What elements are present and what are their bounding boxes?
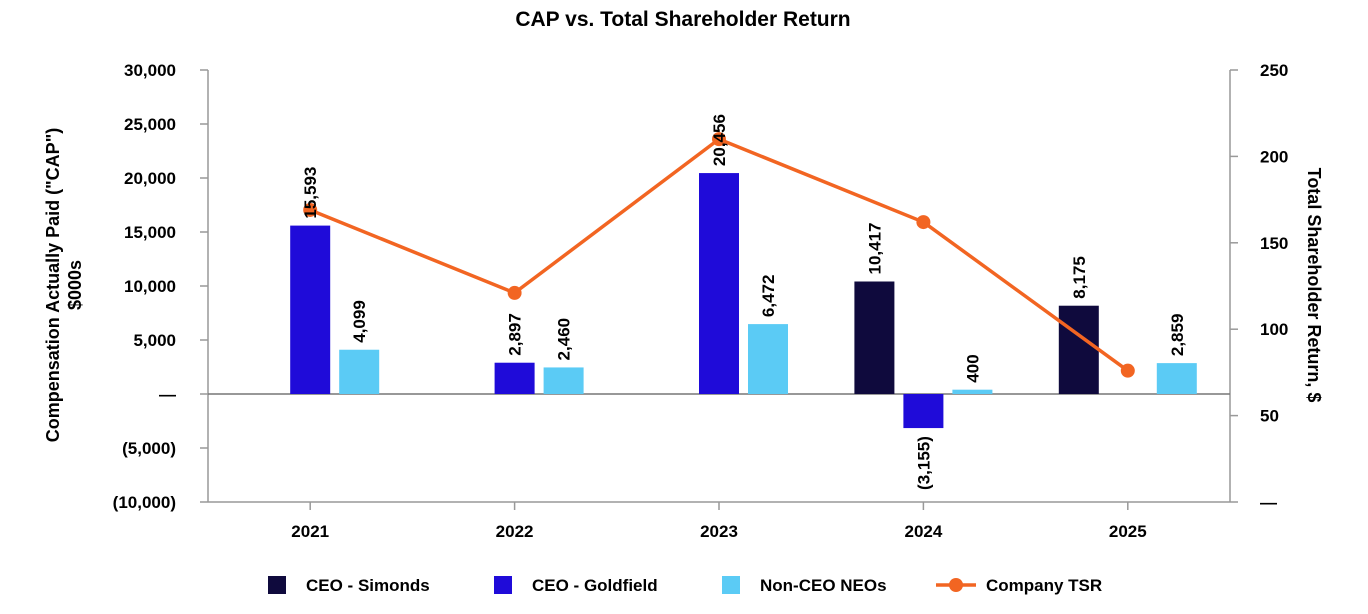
- legend-swatch-non-ceo-neos: [722, 576, 740, 594]
- tsr-point-2022: [507, 285, 522, 300]
- bar-non-ceo-neos-2024: [952, 389, 993, 394]
- y-tick-label: —: [159, 385, 176, 404]
- data-label-non-ceo-neos-2023: 6,472: [759, 275, 778, 318]
- bars: [290, 173, 1197, 429]
- bar-ceo-goldfield-2021: [290, 225, 331, 394]
- legend-label-company-tsr: Company TSR: [986, 576, 1102, 595]
- axes: (10,000) (5,000) — 5,000 10,000 15,000 20,000 2…: [113, 61, 1289, 541]
- y-tick-label: 20,000: [124, 169, 176, 188]
- y2-tick-label: 150: [1260, 234, 1288, 253]
- bar-ceo-simonds-2024: [854, 281, 895, 394]
- bar-non-ceo-neos-2023: [748, 324, 788, 394]
- legend-label-ceo-simonds: CEO - Simonds: [306, 576, 430, 595]
- tsr-point-2021: [303, 202, 318, 217]
- data-label-ceo-goldfield-2023: 20,456: [710, 114, 729, 166]
- data-label-non-ceo-neos-2022: 2,460: [555, 318, 574, 361]
- tsr-point-2023: [712, 132, 726, 147]
- y2-axis-label: Total Shareholder Return, $: [1304, 168, 1324, 403]
- bar-ceo-goldfield-2023: [699, 173, 739, 394]
- data-label-ceo-goldfield-2024: (3,155): [914, 436, 933, 490]
- y-tick-label: 30,000: [124, 61, 176, 80]
- data-label-non-ceo-neos-2024: 400: [963, 354, 982, 382]
- data-label-ceo-simonds-2024: 10,417: [865, 222, 884, 274]
- x-tick-label: 2024: [904, 522, 942, 541]
- bar-ceo-goldfield-2024: [903, 394, 944, 429]
- legend-swatch-ceo-goldfield: [494, 576, 512, 594]
- y2-tick-label: 50: [1260, 407, 1279, 426]
- x-tick-label: 2025: [1109, 522, 1147, 541]
- x-tick-label: 2021: [291, 522, 329, 541]
- bar-ceo-goldfield-2022: [494, 362, 535, 394]
- y-tick-label: (10,000): [113, 493, 176, 512]
- legend: CEO - Simonds CEO - Goldfield Non-CEO NEOs…: [268, 576, 1102, 595]
- data-label-ceo-simonds-2025: 8,175: [1070, 256, 1089, 299]
- y2-tick-label: 100: [1260, 320, 1288, 339]
- chart-title: CAP vs. Total Shareholder Return: [515, 8, 850, 31]
- bar-non-ceo-neos-2025: [1156, 363, 1197, 394]
- x-tick-label: 2022: [496, 522, 534, 541]
- legend-label-ceo-goldfield: CEO - Goldfield: [532, 576, 658, 595]
- data-label-ceo-goldfield-2021: 15,593: [301, 167, 320, 219]
- data-label-non-ceo-neos-2021: 4,099: [350, 300, 369, 343]
- y-tick-label: 5,000: [133, 331, 176, 350]
- tsr-line-layer: [303, 132, 1135, 378]
- y-tick-label: 10,000: [124, 277, 176, 296]
- tsr-point-2024: [916, 215, 931, 230]
- bar-non-ceo-neos-2022: [543, 367, 584, 394]
- legend-swatch-ceo-simonds: [268, 576, 286, 594]
- tsr-point-2025: [1120, 363, 1135, 378]
- y-axis-label: Compensation Actually Paid ("CAP") $000s: [43, 128, 85, 442]
- y2-tick-label: —: [1260, 493, 1277, 512]
- y-tick-label: 25,000: [124, 115, 176, 134]
- y2-tick-label: 200: [1260, 147, 1288, 166]
- legend-label-non-ceo-neos: Non-CEO NEOs: [760, 576, 887, 595]
- data-labels: 10,417 8,175 15,593 2,897 20,456 (3,155) 4,099…: [301, 114, 1187, 490]
- x-tick-label: 2023: [700, 522, 738, 541]
- y2-tick-label: 250: [1260, 61, 1288, 80]
- y-tick-label: (5,000): [122, 439, 176, 458]
- data-label-non-ceo-neos-2025: 2,859: [1168, 314, 1187, 357]
- legend-marker-company-tsr: [949, 578, 963, 592]
- bar-non-ceo-neos-2021: [339, 349, 380, 394]
- data-label-ceo-goldfield-2022: 2,897: [506, 313, 525, 356]
- y-tick-label: 15,000: [124, 223, 176, 242]
- bar-ceo-simonds-2025: [1058, 305, 1099, 394]
